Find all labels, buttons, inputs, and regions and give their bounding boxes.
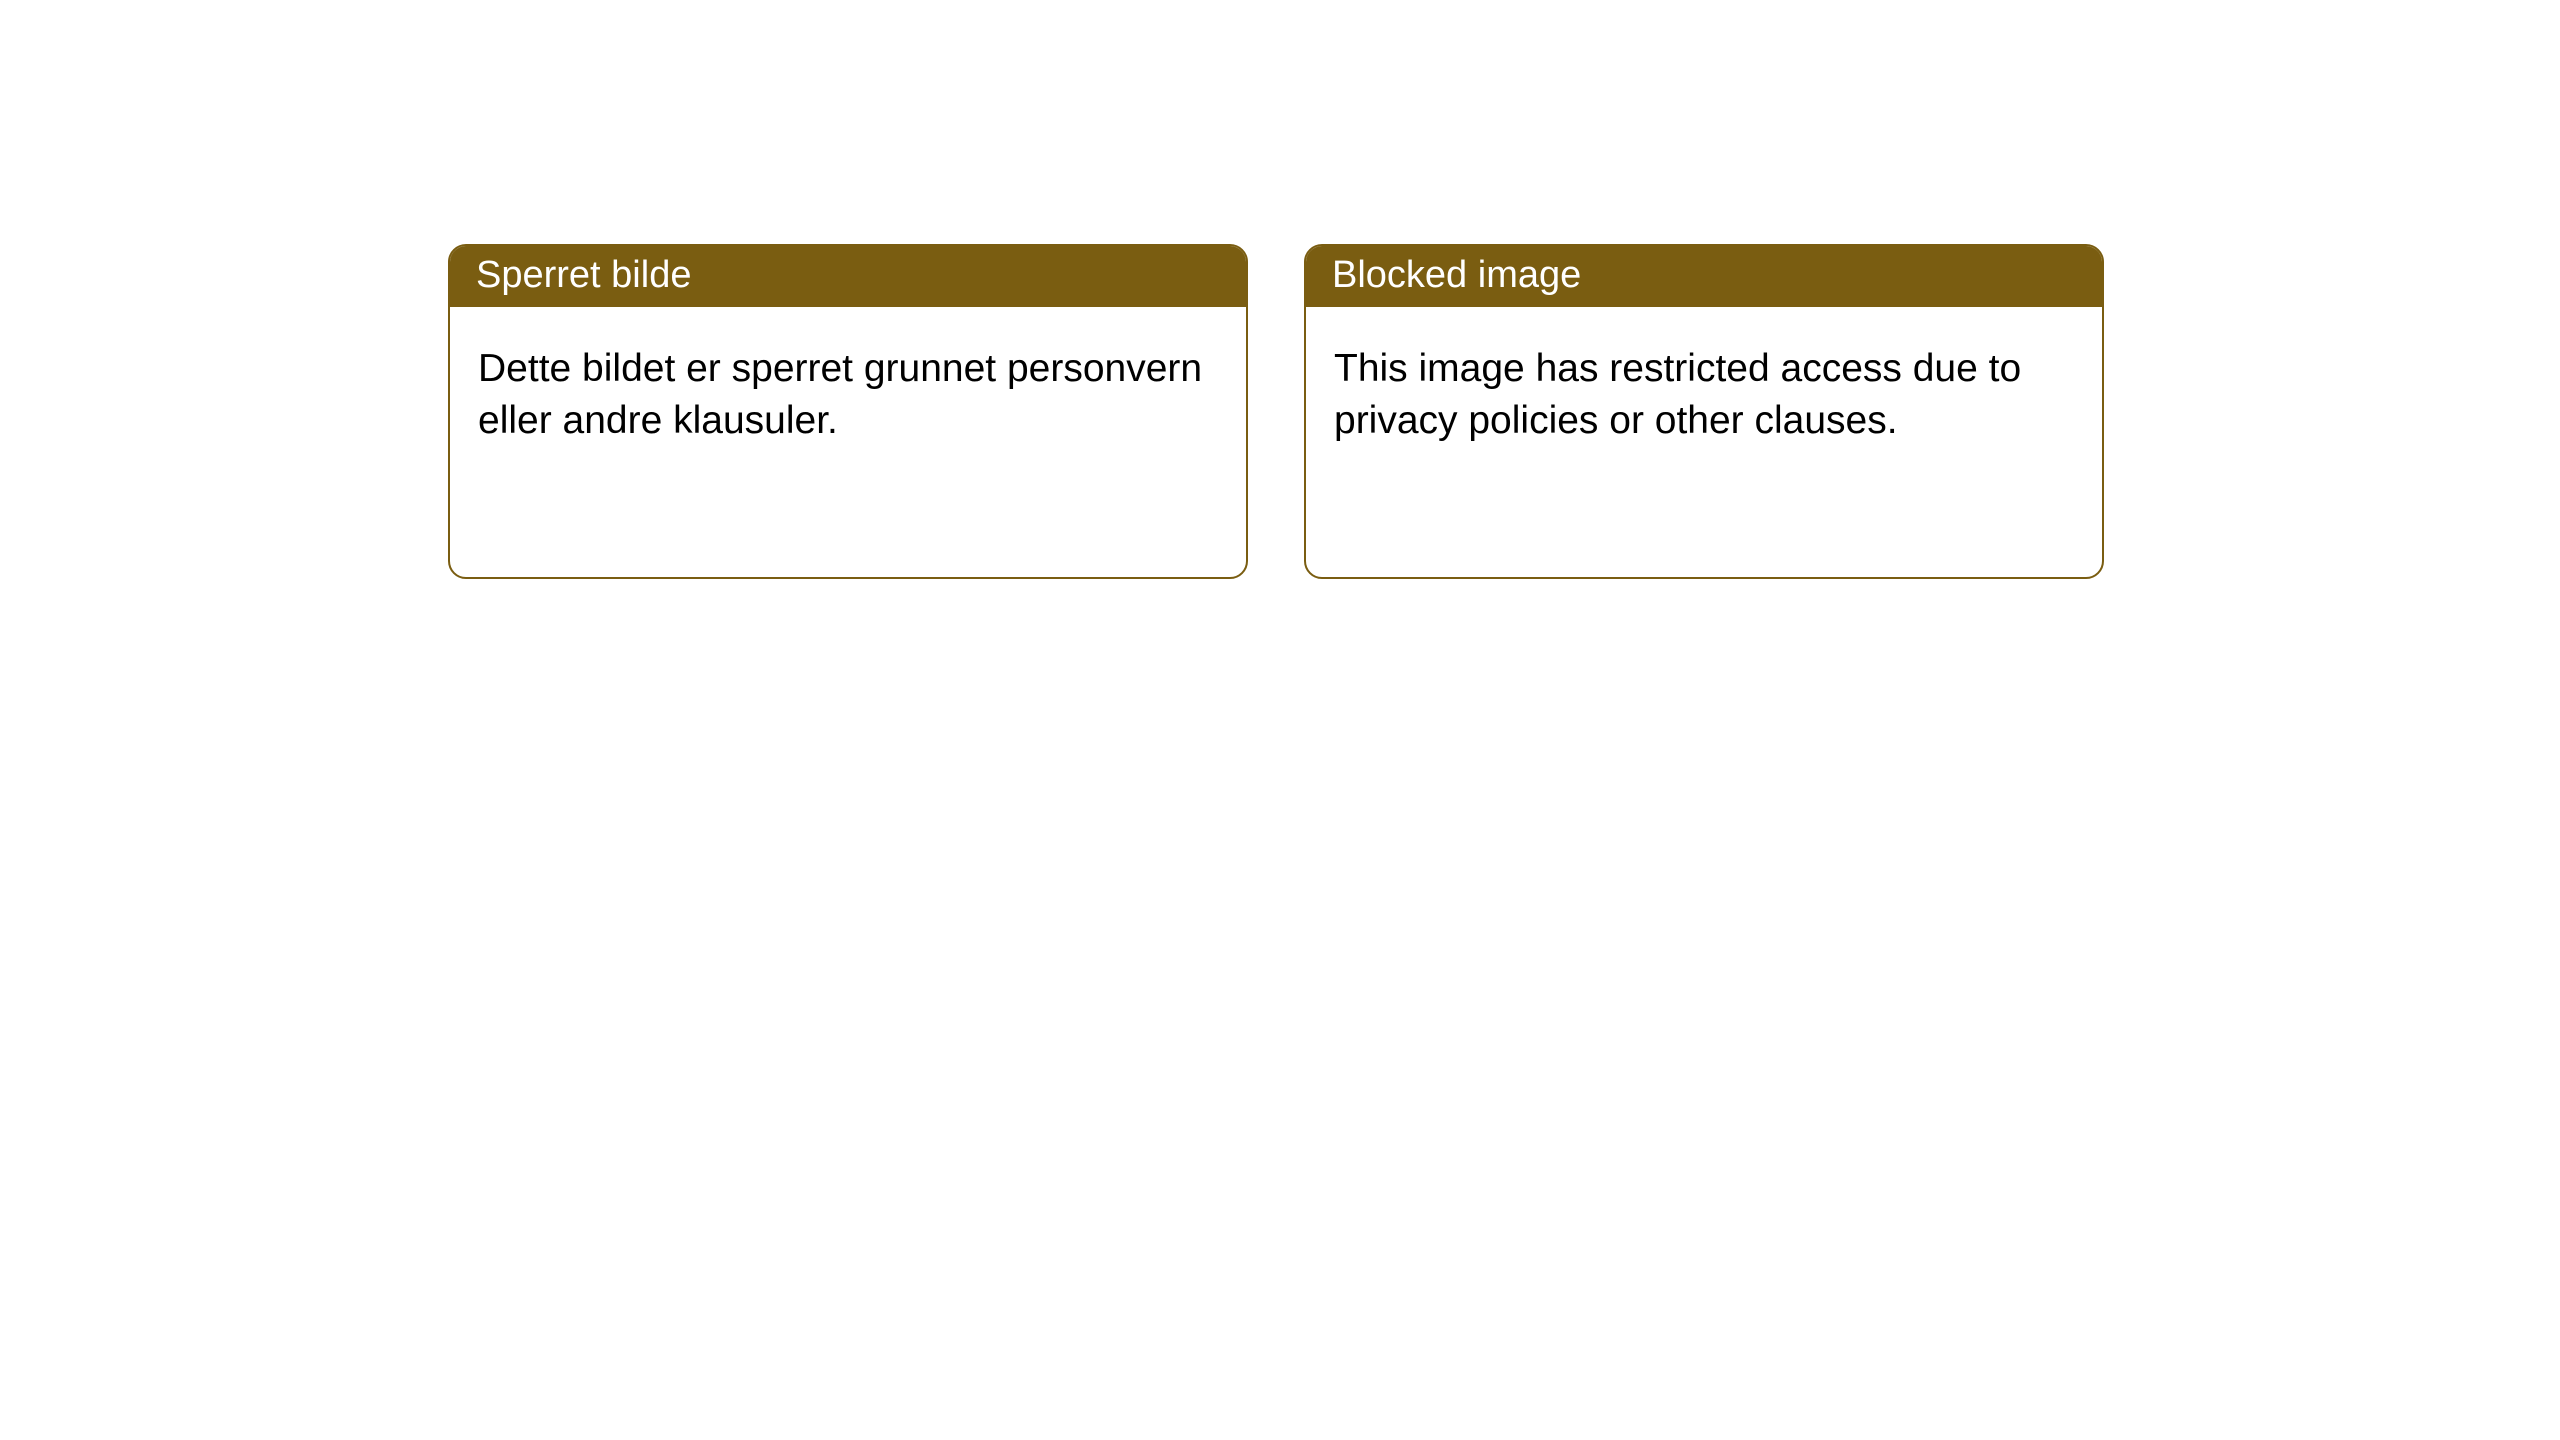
notice-body: Dette bildet er sperret grunnet personve…	[450, 307, 1246, 476]
notice-container: Sperret bilde Dette bildet er sperret gr…	[448, 244, 2104, 579]
notice-box-english: Blocked image This image has restricted …	[1304, 244, 2104, 579]
notice-header: Blocked image	[1306, 246, 2102, 307]
notice-box-norwegian: Sperret bilde Dette bildet er sperret gr…	[448, 244, 1248, 579]
notice-header: Sperret bilde	[450, 246, 1246, 307]
notice-body: This image has restricted access due to …	[1306, 307, 2102, 476]
